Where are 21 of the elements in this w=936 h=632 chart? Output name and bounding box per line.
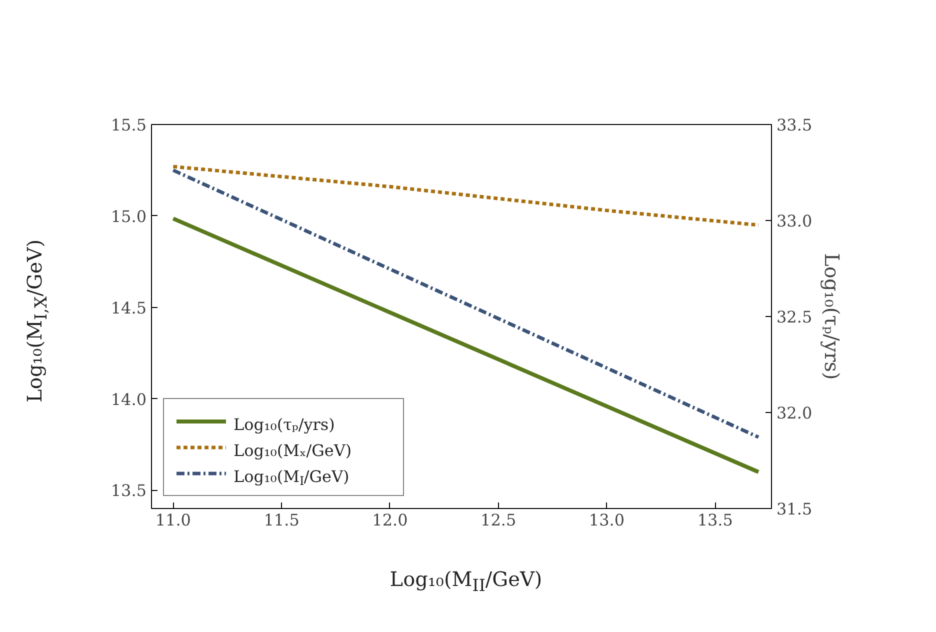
legend-label: Log₁₀(τₚ/yrs) <box>234 415 335 434</box>
legend-label: Log₁₀(Mₓ/GeV) <box>234 441 352 460</box>
y2-tick-label: 32.5 <box>776 308 812 326</box>
y2-tick-label: 33.5 <box>776 116 812 134</box>
y-tick-label: 15.0 <box>110 206 146 226</box>
y-tick-label: 14.5 <box>110 298 146 318</box>
y-tick-label: 13.5 <box>110 481 146 500</box>
y2-tick-label: 32.0 <box>776 404 812 422</box>
x-tick-label: 13.5 <box>697 510 733 530</box>
y2-axis-title: Log₁₀(τₚ/yrs) <box>820 253 844 380</box>
x-axis-title: Log₁₀(M$_{II}$/GeV) <box>390 566 542 597</box>
x-tick-label: 12.5 <box>480 510 516 530</box>
x-tick-label: 13.0 <box>588 510 625 530</box>
y-tick-label: 14.0 <box>110 390 146 409</box>
x-tick-label: 11.5 <box>264 510 300 530</box>
y2-tick-label: 31.5 <box>776 500 812 518</box>
x-tick-label: 11.0 <box>155 510 191 530</box>
x-tick-label: 12.0 <box>372 510 408 530</box>
line-series <box>171 164 760 227</box>
y2-tick-label: 33.0 <box>776 212 812 230</box>
y-tick-label: 15.5 <box>110 116 146 134</box>
